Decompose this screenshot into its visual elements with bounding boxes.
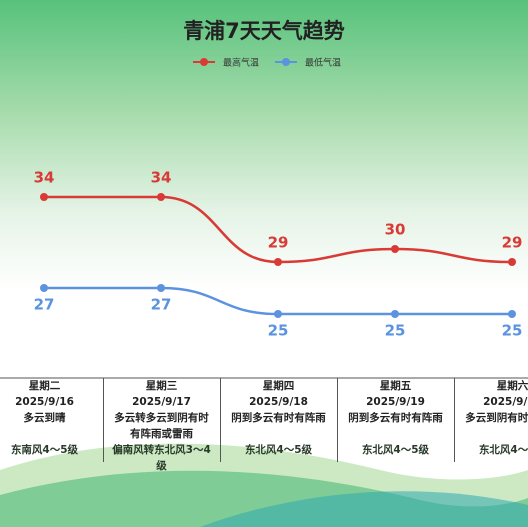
date: 2025/9/18 [249, 396, 308, 408]
legend-label: 最高气温 [223, 57, 259, 69]
weather: 多云转多云到阴有时有阵雨或雷雨 [114, 412, 209, 440]
legend-label: 最低气温 [305, 57, 341, 69]
weather: 阴到多云有时有阵雨 [348, 412, 443, 424]
wind: 偏南风转东北风3～4级 [112, 444, 211, 472]
legend-dot [200, 58, 208, 66]
temp-point [508, 258, 516, 266]
temp-point [391, 310, 399, 318]
date: 2025/9/19 [366, 396, 425, 408]
temp-label: 27 [34, 296, 55, 314]
temp-label: 25 [385, 322, 406, 340]
wind: 东南风4～5级 [10, 444, 79, 456]
day-column: 星期三 2025/9/17 多云转多云到阴有时有阵雨或雷雨 偏南风转东北风3～4级 [102, 378, 220, 472]
day-column: 星期四 2025/9/18 阴到多云有时有阵雨 东北风4～5级 [219, 378, 337, 462]
weekday: 星期三 [145, 380, 178, 392]
weekday: 星期二 [28, 380, 61, 392]
temp-label: 25 [268, 322, 289, 340]
temp-label: 29 [268, 234, 289, 252]
weather: 多云到阴有时有阵雨 [465, 412, 528, 424]
day-column: 星期五 2025/9/19 阴到多云有时有阵雨 东北风4～5级 [336, 378, 454, 462]
weather: 多云到晴 [23, 412, 66, 424]
temp-label: 34 [34, 169, 55, 187]
wind: 东北风4～5级 [478, 444, 528, 456]
date: 2025/9/16 [15, 396, 74, 408]
temp-label: 25 [502, 322, 523, 340]
weather: 阴到多云有时有阵雨 [231, 412, 326, 424]
temp-label: 30 [385, 221, 406, 239]
day-column: 星期二 2025/9/16 多云到晴东南风4～5级 [0, 378, 103, 462]
day-column: 星期六 2025/9/20 多云到阴有时有阵雨东北风4～5级 [453, 378, 528, 462]
temp-point [157, 284, 165, 292]
temp-point [40, 284, 48, 292]
wind: 东北风4～5级 [361, 444, 430, 456]
temp-point [274, 310, 282, 318]
temp-label: 27 [151, 296, 172, 314]
weekday: 星期四 [262, 380, 295, 392]
temp-point [274, 258, 282, 266]
date: 2025/9/17 [132, 396, 191, 408]
temp-point [40, 193, 48, 201]
weekday: 星期五 [379, 380, 412, 392]
wind: 东北风4～5级 [244, 444, 313, 456]
date: 2025/9/20 [483, 396, 528, 408]
temp-point [157, 193, 165, 201]
temp-line [44, 195, 513, 264]
temp-point [508, 310, 516, 318]
weekday: 星期六 [496, 380, 528, 392]
temp-label: 29 [502, 234, 523, 252]
temp-label: 34 [151, 169, 172, 187]
legend-dot [282, 58, 290, 66]
temp-point [391, 245, 399, 253]
chart-title: 青浦7天天气趋势 [183, 19, 345, 43]
